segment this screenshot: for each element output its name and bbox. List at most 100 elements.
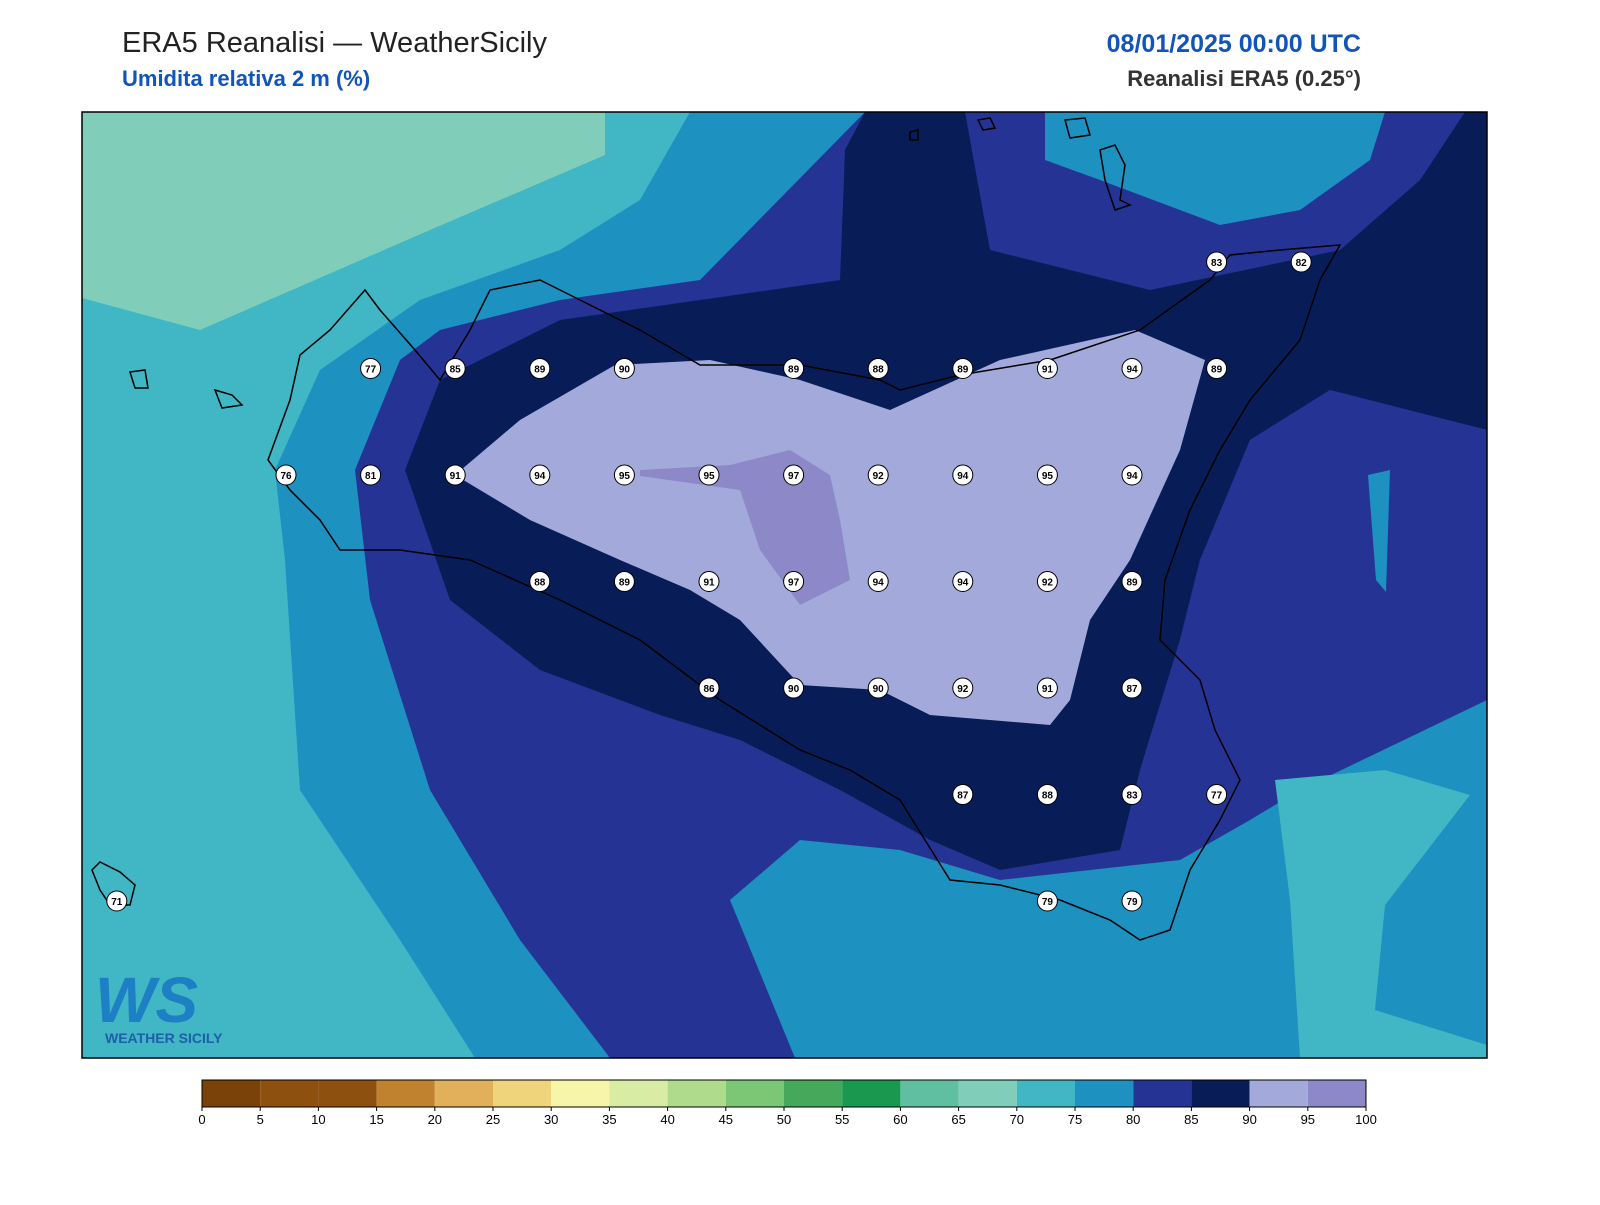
colorbar-tick-label: 90 xyxy=(1242,1112,1256,1127)
station-value: 71 xyxy=(111,897,123,908)
station-marker xyxy=(1036,464,1058,486)
title: ERA5 Reanalisi — WeatherSicily xyxy=(122,27,547,59)
colorbar-tick-label: 80 xyxy=(1126,1112,1140,1127)
colorbar-tick-label: 60 xyxy=(893,1112,907,1127)
colorbar-segment xyxy=(318,1080,377,1107)
colorbar-tick-label: 5 xyxy=(257,1112,264,1127)
datetime: 08/01/2025 00:00 UTC xyxy=(1107,30,1361,58)
band xyxy=(640,450,850,605)
station-marker xyxy=(1036,677,1058,699)
station-value: 94 xyxy=(957,471,969,482)
station-marker xyxy=(1121,358,1143,379)
station-marker xyxy=(613,464,635,486)
colorbar-segment xyxy=(1249,1080,1308,1107)
colorbar-segment xyxy=(493,1080,552,1107)
station-marker xyxy=(1206,784,1228,805)
map-frame xyxy=(81,111,1488,1059)
colorbar-tick-label: 75 xyxy=(1068,1112,1082,1127)
colorbar: 0 5 10 15 20 25 30 35 40 45 50 55 60 65 70 75 80 85 90 95 10… xyxy=(198,1079,1377,1127)
colorbar-segment xyxy=(376,1080,435,1107)
station-marker xyxy=(952,464,974,486)
station-marker xyxy=(1121,890,1143,912)
station-value: 97 xyxy=(788,578,800,589)
band xyxy=(1045,112,1385,225)
station-value: 92 xyxy=(1042,578,1054,589)
station-marker xyxy=(1036,890,1058,912)
station-marker xyxy=(783,464,805,486)
station-value: 92 xyxy=(873,471,885,482)
colorbar-segment xyxy=(1307,1080,1366,1107)
station-marker xyxy=(783,358,805,379)
station-value: 92 xyxy=(957,684,969,695)
station-value: 79 xyxy=(1042,897,1054,908)
station-value: 89 xyxy=(957,365,969,376)
colorbar-tick-label: 30 xyxy=(544,1112,558,1127)
station-value: 87 xyxy=(957,791,969,802)
band xyxy=(82,112,605,330)
station-marker xyxy=(952,571,974,592)
station-marker xyxy=(444,358,466,379)
station-marker xyxy=(360,464,382,486)
band xyxy=(1140,390,1487,770)
station-marker xyxy=(613,571,635,592)
station-marker xyxy=(1036,784,1058,805)
station-value: 91 xyxy=(1042,365,1054,376)
station-value: 88 xyxy=(873,365,885,376)
station-value: 89 xyxy=(788,365,800,376)
station-value: 77 xyxy=(1211,791,1223,802)
colorbar-tick-label: 65 xyxy=(951,1112,965,1127)
stations: 83 82 77 85 89 90 89 88 89 91 94 89 76 81 91 94 95 95 97 92… xyxy=(106,251,1312,912)
station-value: 83 xyxy=(1211,258,1223,269)
station-value: 94 xyxy=(1126,471,1138,482)
band xyxy=(1368,470,1390,592)
station-marker xyxy=(783,677,805,699)
station-value: 87 xyxy=(1126,684,1138,695)
station-marker xyxy=(106,890,128,912)
colorbar-segment xyxy=(260,1080,319,1107)
station-value: 88 xyxy=(534,578,546,589)
station-marker xyxy=(275,464,297,486)
station-marker xyxy=(613,358,635,379)
station-value: 76 xyxy=(280,471,292,482)
colorbar-tick-label: 55 xyxy=(835,1112,849,1127)
colorbar-tick-label: 35 xyxy=(602,1112,616,1127)
colorbar-segment xyxy=(609,1080,668,1107)
station-marker xyxy=(1121,571,1143,592)
colorbar-segment xyxy=(1075,1080,1134,1107)
station-value: 90 xyxy=(873,684,885,695)
colorbar-segment xyxy=(667,1080,726,1107)
station-marker xyxy=(1121,464,1143,486)
colorbar-tick-label: 70 xyxy=(1010,1112,1024,1127)
station-value: 94 xyxy=(873,578,885,589)
station-marker xyxy=(529,464,551,486)
station-value: 94 xyxy=(534,471,546,482)
station-value: 89 xyxy=(1211,365,1223,376)
station-marker xyxy=(698,571,720,592)
colorbar-tick-label: 15 xyxy=(369,1112,383,1127)
colorbar-segment xyxy=(958,1080,1017,1107)
station-value: 90 xyxy=(619,365,631,376)
colorbar-segment xyxy=(202,1080,261,1107)
station-marker xyxy=(1121,677,1143,699)
station-value: 95 xyxy=(619,471,631,482)
colorbar-segment xyxy=(784,1080,843,1107)
station-value: 83 xyxy=(1126,791,1138,802)
station-marker xyxy=(867,571,889,592)
station-value: 91 xyxy=(703,578,715,589)
station-marker xyxy=(444,464,466,486)
colorbar-tick-label: 100 xyxy=(1355,1112,1377,1127)
station-value: 95 xyxy=(1042,471,1054,482)
station-marker xyxy=(1290,251,1312,273)
station-marker xyxy=(867,358,889,379)
station-value: 91 xyxy=(1042,684,1054,695)
source: Reanalisi ERA5 (0.25°) xyxy=(1127,66,1361,91)
logo-text: WEATHER SICILY xyxy=(105,1030,223,1046)
station-value: 77 xyxy=(365,365,377,376)
station-marker xyxy=(1206,251,1228,273)
station-marker xyxy=(1121,784,1143,805)
colorbar-tick-label: 20 xyxy=(428,1112,442,1127)
station-value: 95 xyxy=(703,471,715,482)
colorbar-tick-label: 25 xyxy=(486,1112,500,1127)
island xyxy=(91,117,1132,906)
